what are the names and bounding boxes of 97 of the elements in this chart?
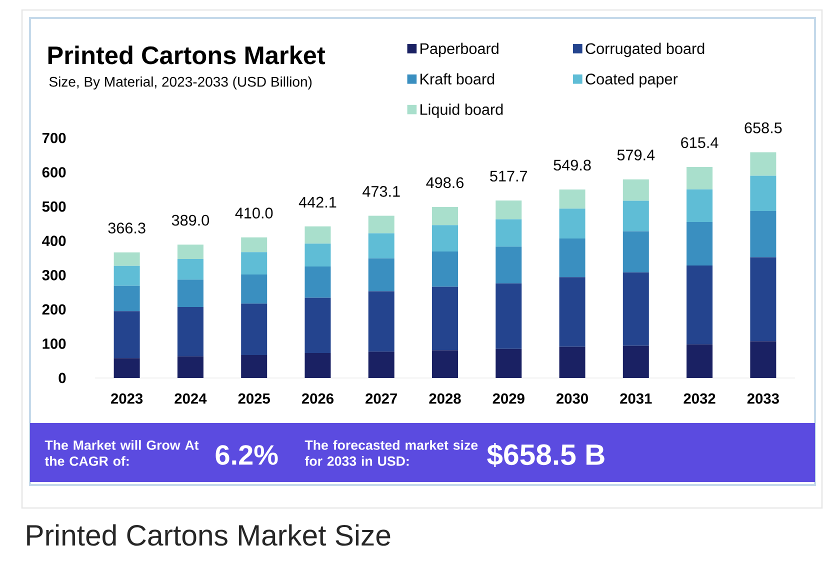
y-tick-label: 0 [58, 372, 66, 384]
legend-label: Kraft board [420, 73, 494, 84]
legend-label: Coated paper [586, 73, 678, 88]
bar [559, 277, 586, 347]
bar [622, 179, 649, 201]
bar [241, 252, 268, 274]
bar [177, 356, 204, 378]
bar [686, 189, 713, 222]
bar [368, 216, 394, 234]
x-tick-label: 2027 [366, 393, 398, 404]
legend-label: Paperboard [420, 42, 498, 58]
bar [750, 211, 776, 258]
bar [177, 307, 204, 356]
bar [241, 274, 268, 304]
total-label: 389.0 [172, 214, 210, 226]
bar [241, 304, 268, 356]
x-tick-label: 2024 [174, 393, 207, 404]
bar [496, 348, 522, 378]
bar [686, 344, 713, 378]
bar [559, 238, 586, 278]
text: $658.5 B [487, 443, 604, 467]
legend-label: Corrugated board [586, 42, 704, 58]
bar [114, 311, 140, 358]
y-tick-label: 500 [42, 201, 66, 212]
bar [496, 283, 522, 349]
text: The Market will Grow At the CAGR of: [44, 440, 199, 466]
total-label: 473.1 [362, 186, 400, 197]
bar [304, 352, 331, 378]
bar [368, 233, 394, 258]
total-label: 549.8 [554, 160, 591, 171]
bar [496, 219, 522, 247]
y-tick-label: 300 [42, 270, 66, 280]
bar [750, 341, 776, 378]
bar [559, 189, 586, 209]
bar [368, 291, 394, 352]
bar [304, 226, 331, 244]
bar [432, 225, 458, 252]
text: The forecasted market size for 2033 in USD: [304, 440, 478, 466]
bar [686, 222, 713, 266]
x-tick-label: 2029 [492, 393, 524, 404]
bar [496, 200, 522, 220]
chart-title: Printed Cartons Market [48, 46, 326, 64]
x-tick-label: 2030 [556, 393, 588, 404]
bar [750, 152, 776, 176]
bar [559, 346, 586, 378]
bar [432, 207, 458, 226]
x-tick-label: 2031 [620, 393, 652, 404]
x-tick-label: 2028 [429, 393, 461, 404]
bar [622, 272, 649, 346]
x-tick-label: 2032 [684, 393, 716, 404]
bar [114, 252, 140, 266]
bar [177, 280, 204, 308]
bar [686, 166, 713, 190]
bar [304, 244, 331, 267]
y-tick-label: 200 [42, 304, 66, 315]
y-tick-label: 700 [42, 132, 66, 144]
total-label: 410.0 [235, 208, 273, 218]
bar [559, 208, 586, 238]
bar [622, 200, 649, 232]
y-tick-label: 100 [42, 338, 66, 349]
x-tick-label: 2026 [302, 393, 334, 404]
total-label: 658.5 [744, 122, 782, 134]
chart-subtitle: Size, By Material, 2023-2033 (USD Billion) [49, 76, 312, 90]
total-label: 442.1 [298, 196, 336, 208]
text: 6.2% [216, 445, 278, 465]
total-label: 498.6 [426, 177, 464, 188]
x-tick-label: 2025 [238, 393, 270, 404]
bar [622, 231, 649, 272]
bar [177, 244, 204, 260]
bar [241, 355, 268, 378]
legend-label: Liquid board [420, 104, 503, 118]
y-tick-label: 400 [42, 236, 66, 246]
text: Printed Cartons Market Size [27, 524, 390, 546]
bar [241, 237, 268, 252]
bar [114, 266, 140, 286]
total-label: 579.4 [617, 150, 655, 160]
bar [432, 350, 458, 378]
bar [368, 352, 394, 378]
bar [432, 286, 458, 350]
y-tick-label: 600 [42, 167, 66, 178]
bar [177, 259, 204, 280]
bar [368, 258, 394, 292]
x-tick-label: 2023 [111, 393, 143, 404]
bar [750, 176, 776, 212]
total-label: 615.4 [681, 137, 718, 148]
bar [750, 257, 776, 342]
bar [304, 298, 331, 353]
bar [114, 358, 140, 378]
bar [432, 251, 458, 287]
bar [496, 246, 522, 284]
total-label: 366.3 [108, 222, 146, 234]
x-tick-label: 2033 [747, 393, 779, 404]
bar [686, 266, 713, 344]
bar [114, 286, 140, 312]
total-label: 517.7 [490, 170, 528, 182]
bar [304, 266, 331, 298]
bar [622, 346, 649, 378]
